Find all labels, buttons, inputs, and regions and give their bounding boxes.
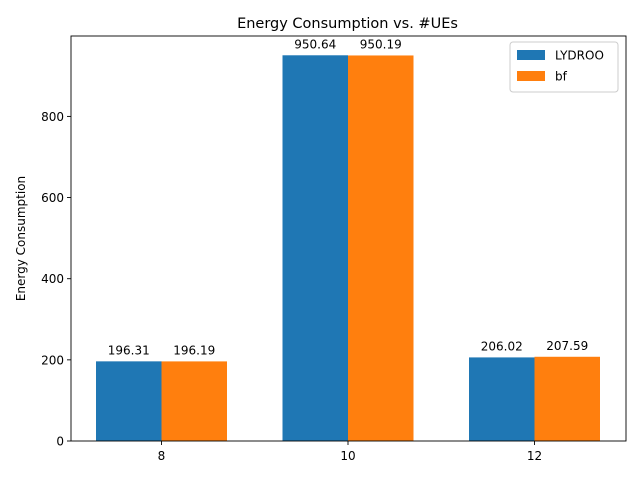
- y-tick-label: 200: [41, 353, 64, 367]
- y-axis-ticks: 0 200 400 600 800: [41, 110, 71, 449]
- data-label-lydroo-8: 196.31: [108, 343, 150, 357]
- data-label-lydroo-10: 950.64: [294, 37, 336, 51]
- plot-frame: [70, 35, 627, 442]
- legend-label-lydroo: LYDROO: [555, 49, 604, 63]
- bar-bf-10: [348, 55, 414, 441]
- legend-swatch-bf: [517, 71, 545, 81]
- y-tick-label: 0: [56, 435, 64, 449]
- bar-lydroo-10: [282, 55, 348, 441]
- data-label-lydroo-12: 206.02: [481, 339, 523, 353]
- legend: LYDROO bf: [509, 41, 619, 93]
- y-tick-label: 600: [41, 191, 64, 205]
- bar-lydroo-12: [469, 357, 535, 441]
- legend-label-bf: bf: [555, 70, 568, 84]
- chart-title: Energy Consumption vs. #UEs: [237, 16, 458, 32]
- data-label-bf-12: 207.59: [546, 339, 588, 353]
- data-label-bf-10: 950.19: [360, 37, 402, 51]
- bars-group: 196.31 950.64 206.02 196.19 950.19 207.59: [96, 37, 600, 441]
- y-tick-label: 800: [41, 110, 64, 124]
- bar-bf-8: [161, 361, 227, 441]
- y-axis-label: Energy Consumption: [14, 176, 28, 301]
- bar-lydroo-8: [96, 361, 162, 441]
- x-tick-label: 12: [527, 449, 542, 463]
- x-tick-label: 10: [340, 449, 355, 463]
- legend-swatch-lydroo: [517, 50, 545, 60]
- x-tick-label: 8: [158, 449, 166, 463]
- y-tick-label: 400: [41, 272, 64, 286]
- x-axis-ticks: 8 10 12: [158, 441, 542, 463]
- data-label-bf-8: 196.19: [173, 343, 215, 357]
- bar-bf-12: [534, 356, 600, 441]
